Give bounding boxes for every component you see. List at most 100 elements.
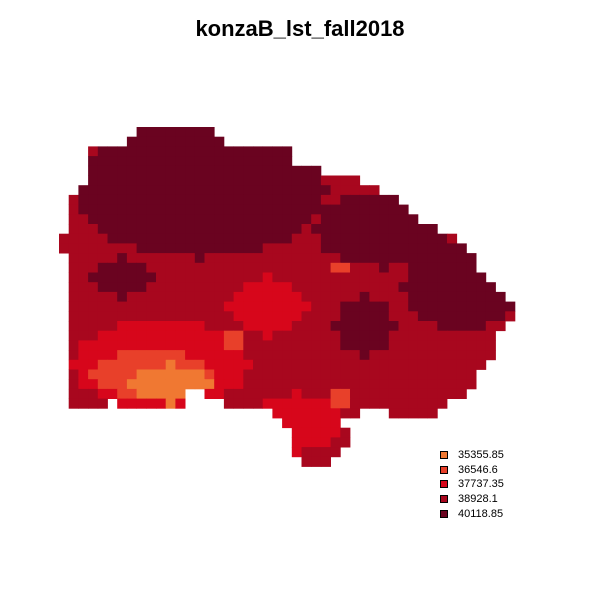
raster-cell [156,282,167,293]
raster-cell [194,350,205,361]
raster-cell [243,379,254,390]
raster-cell [359,185,370,196]
raster-cell [359,233,370,244]
raster-cell [408,272,419,283]
raster-cell [282,156,293,167]
raster-cell [78,204,89,215]
raster-cell [320,359,331,370]
raster-cell [175,359,186,370]
raster-cell [97,194,108,205]
raster-cell [107,311,118,322]
raster-cell [262,185,273,196]
raster-cell [223,340,234,351]
raster-cell [398,301,409,312]
raster-cell [88,185,99,196]
raster-cell [107,185,118,196]
raster-cell [185,282,196,293]
raster-cell [301,194,312,205]
raster-cell [97,369,108,380]
raster-cell [282,146,293,157]
raster-cell [320,204,331,215]
raster-cell [272,156,283,167]
raster-cell [88,214,99,225]
raster-cell [427,330,438,341]
raster-cell [117,398,128,409]
raster-cell [330,233,341,244]
raster-cell [185,214,196,225]
raster-cell [97,224,108,235]
raster-cell [272,272,283,283]
raster-cell [126,175,137,186]
raster-cell [369,350,380,361]
raster-cell [243,330,254,341]
raster-cell [194,340,205,351]
raster-cell [253,214,264,225]
raster-cell [185,233,196,244]
raster-cell [136,301,147,312]
raster-cell [272,175,283,186]
raster-cell [272,340,283,351]
raster-cell [388,272,399,283]
raster-cell [233,156,244,167]
raster-cell [156,233,167,244]
raster-cell [282,291,293,302]
raster-cell [311,340,322,351]
map-title: konzaB_lst_fall2018 [195,16,405,41]
raster-cell [311,165,322,176]
raster-cell [107,291,118,302]
raster-cell [437,388,448,399]
raster-cell [185,350,196,361]
raster-cell [243,253,254,264]
raster-cell [369,311,380,322]
raster-cell [175,369,186,380]
raster-cell [282,330,293,341]
raster-cell [175,175,186,186]
raster-cell [194,214,205,225]
raster-cell [359,301,370,312]
raster-cell [136,156,147,167]
raster-cell [291,233,302,244]
raster-cell [291,340,302,351]
raster-cell [388,243,399,254]
raster-cell [253,156,264,167]
raster-cell [456,340,467,351]
raster-cell [223,204,234,215]
raster-cell [194,311,205,322]
raster-cell [126,311,137,322]
raster-cell [165,175,176,186]
raster-cell [243,194,254,205]
raster-cell [359,369,370,380]
raster-cell [320,350,331,361]
raster-cell [185,369,196,380]
raster-cell [136,127,147,138]
raster-cell [330,398,341,409]
raster-cell [107,321,118,332]
raster-cell [272,262,283,273]
raster-cell [330,388,341,399]
raster-cell [175,165,186,176]
raster-cell [253,204,264,215]
raster-cell [233,350,244,361]
raster-cell [78,369,89,380]
legend-label: 36546.6 [458,463,498,476]
raster-cell [437,321,448,332]
raster-cell [107,369,118,380]
raster-cell [350,340,361,351]
raster-cell [456,291,467,302]
raster-cell [301,456,312,467]
raster-cell [223,379,234,390]
raster-cell [340,359,351,370]
raster-cell [311,350,322,361]
raster-cell [88,369,99,380]
raster-cell [68,330,79,341]
raster-cell [156,262,167,273]
raster-cell [311,253,322,264]
raster-cell [117,379,128,390]
raster-cell [204,224,215,235]
raster-cell [301,379,312,390]
raster-cell [291,398,302,409]
raster-cell [204,301,215,312]
raster-cell [408,330,419,341]
raster-cell [233,340,244,351]
raster-cell [262,194,273,205]
